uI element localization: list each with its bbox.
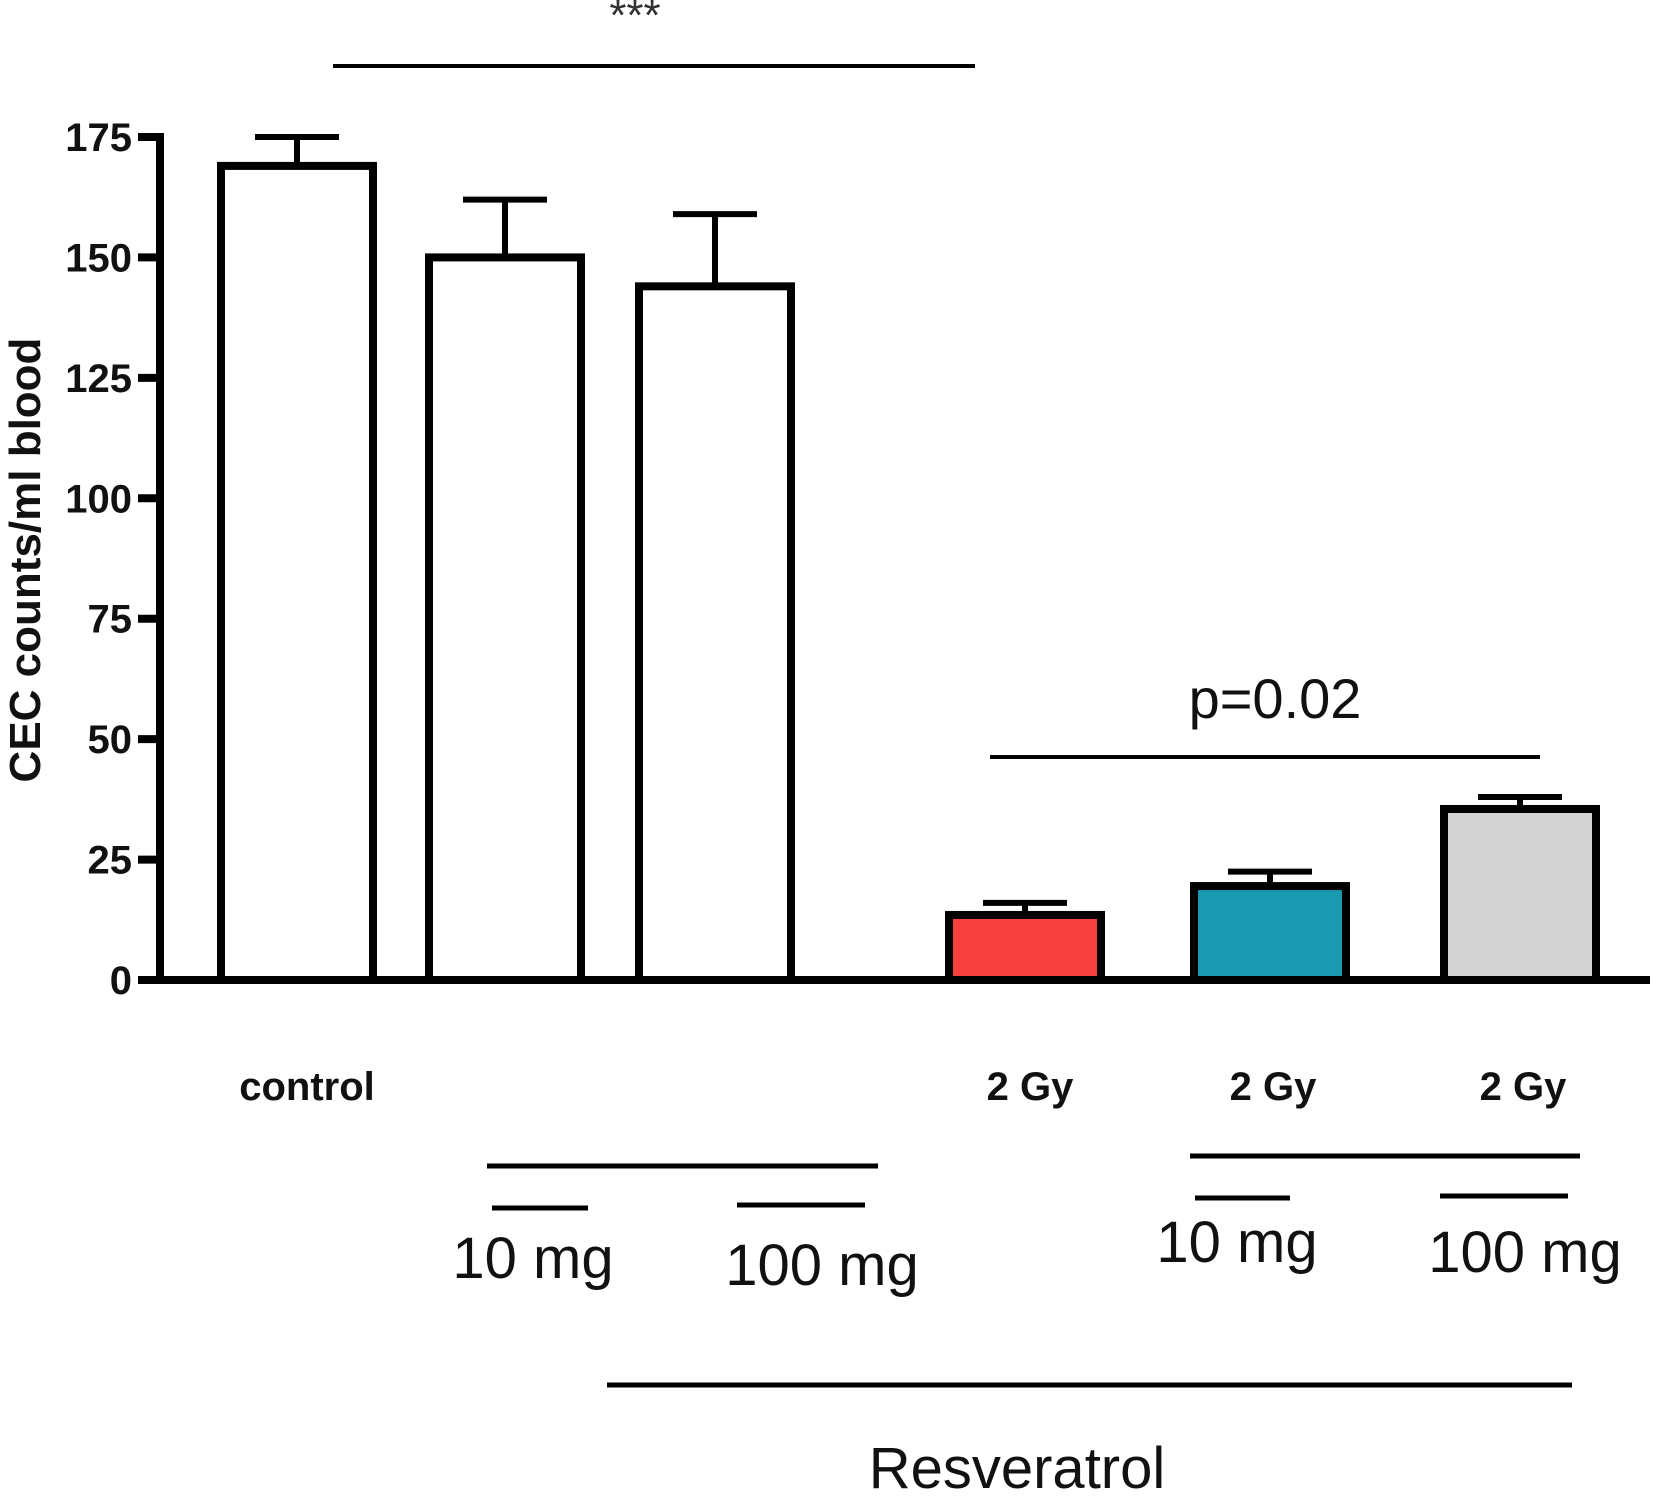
category-label-5: 2 Gy <box>1230 1065 1317 1109</box>
bar-2 <box>425 253 585 984</box>
bar-6 <box>1440 804 1600 985</box>
y-tick-label-150: 150 <box>65 236 132 280</box>
axes-layer <box>138 133 1650 984</box>
pvalue-annotation: p=0.02 <box>1189 667 1362 730</box>
bar-4 <box>945 910 1105 984</box>
bar-1 <box>217 161 377 985</box>
dose-label-2: 100 mg <box>725 1233 918 1298</box>
y-axis-title: CEC counts/ml blood <box>1 338 50 783</box>
resveratrol-label: Resveratrol <box>869 1436 1166 1497</box>
dose-label-3: 10 mg <box>1156 1210 1317 1275</box>
bars-layer <box>217 134 1600 985</box>
dose-label-1: 10 mg <box>452 1226 613 1291</box>
y-tick-label-25: 25 <box>88 839 133 883</box>
bar-3 <box>635 282 795 984</box>
y-tick-label-0: 0 <box>110 959 132 1003</box>
category-label-6: 2 Gy <box>1480 1065 1567 1109</box>
y-tick-label-50: 50 <box>88 718 133 762</box>
bar-5 <box>1190 882 1350 985</box>
dose-label-4: 100 mg <box>1428 1220 1621 1285</box>
y-tick-label-75: 75 <box>88 598 133 642</box>
category-label-4: 2 Gy <box>987 1065 1074 1109</box>
y-tick-label-125: 125 <box>65 357 132 401</box>
stars-annotation: *** <box>609 0 660 40</box>
y-tick-label-175: 175 <box>65 116 132 160</box>
y-tick-label-100: 100 <box>65 477 132 521</box>
category-label-1: control <box>239 1065 375 1109</box>
